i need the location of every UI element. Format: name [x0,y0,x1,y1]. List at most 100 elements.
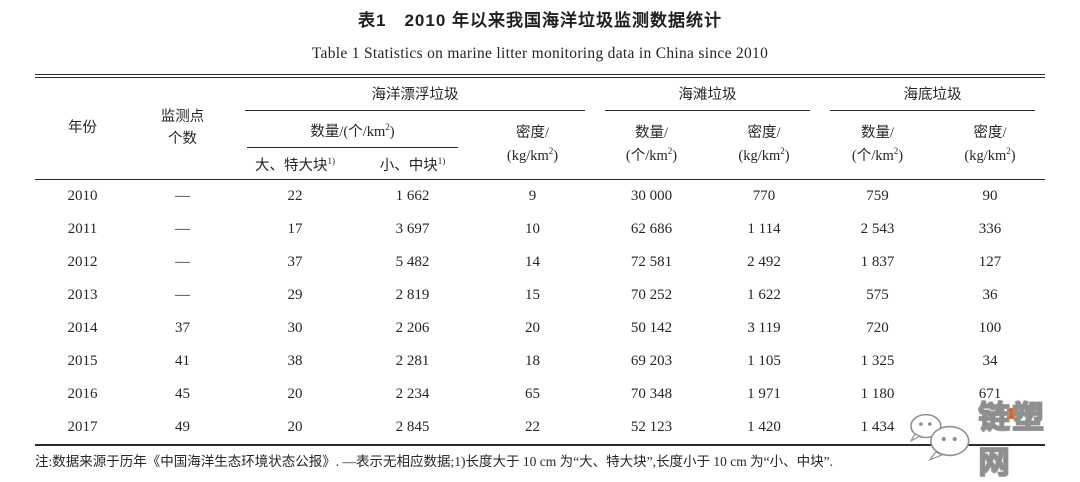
cell-sdensity [935,410,1046,446]
cell-bdensity: 1 105 [747,352,781,369]
col-header-size-small: 小、中块1) [355,151,470,179]
cell-bqty: 70 348 [630,385,673,402]
cell-large: 38 [287,352,303,369]
cell-sqty: 2 543 [860,220,895,237]
cell-year: 2010 [34,178,130,213]
cell-large: 30 [287,319,303,336]
cell-year: 2015 [67,352,98,369]
table-row: 2014 37 30 2 206 20 50 142 3 119 720 100 [35,312,1045,345]
table-note: 注:数据来源于历年《中国海洋生态环境状态公报》. —表示无相应数据;1)长度大于… [35,453,833,469]
cell-points: — [174,253,190,270]
cell-points: 41 [174,352,190,369]
unit-superscript: 2 [780,145,785,156]
unit-text: (个/km [625,147,668,164]
cell-small: 1 662 [354,178,470,213]
cell-bqty: 50 142 [630,319,673,336]
cell-small: 5 482 [395,253,430,270]
group-header-beach: 海滩垃圾 [595,76,820,111]
unit-line2: (kg/km2) [470,145,595,167]
table-row: 2011 — 17 3 697 10 62 686 1 114 2 543 336 [35,213,1045,246]
cell-sqty: 1 434 [820,410,936,446]
group-header-seabed-label: 海底垃圾 [830,78,1036,111]
cell-sdensity: 127 [978,253,1002,270]
col-header-points-line2: 个数 [167,131,197,148]
col-header-beach-quantity: 数量/ (个/km2) [595,111,708,179]
col-header-seabed-quantity: 数量/ (个/km2) [820,111,935,179]
table-row: 2012 — 37 5 482 14 72 581 2 492 1 837 127 [35,246,1045,279]
cell-sqty: 720 [866,319,889,336]
cell-fdensity: 9 [469,178,596,213]
cell-large: 20 [287,385,303,402]
unit-text: ) [389,124,395,140]
unit-line1: 密度/ [973,125,1007,142]
cell-bdensity: 1 114 [747,220,781,237]
cell-sqty: 1 325 [860,352,895,369]
cell-fdensity: 18 [525,352,540,369]
cell-year: 2012 [67,253,98,270]
col-header-beach-density: 密度/ (kg/km2) [708,111,820,179]
cell-sqty: 1 180 [860,385,895,402]
cell-sdensity: 671 [978,385,1002,402]
cell-year: 2017 [34,410,130,446]
unit-superscript: 2 [893,145,899,156]
cell-year: 2011 [67,220,98,237]
unit-text: ) [784,147,790,164]
cell-small: 2 234 [395,385,430,402]
unit-text: ) [1010,147,1016,164]
cell-bqty: 30 000 [595,178,709,213]
cell-sdensity: 100 [978,319,1002,336]
cell-bdensity: 1 971 [747,385,781,402]
table-row: 2013 — 29 2 819 15 70 252 1 622 575 36 [35,279,1045,312]
cell-sqty: 575 [866,286,889,303]
cell-bqty: 69 203 [630,352,673,369]
cell-points: 45 [174,385,190,402]
cell-year: 2013 [67,286,98,303]
unit-line2: (kg/km2) [708,145,820,167]
cell-fdensity: 15 [525,286,540,303]
group-header-floating-label: 海洋漂浮垃圾 [244,78,586,111]
unit-line1: 密度/ [747,125,781,142]
group-header-seabed: 海底垃圾 [820,76,1045,111]
table-header: 年份 监测点 个数 海洋漂浮垃圾 海滩垃圾 海底垃圾 数量/(个/km2) 密度… [35,76,1045,179]
cell-points: 37 [174,319,190,336]
cell-fdensity: 10 [525,220,540,237]
col-header-floating-density: 密度/ (kg/km2) [470,111,595,179]
cell-bdensity: 3 119 [747,319,781,336]
unit-superscript: 2 [385,122,390,133]
table-row: 2015 41 38 2 281 18 69 203 1 105 1 325 34 [35,345,1045,378]
cell-large: 17 [287,220,303,237]
cell-points: — [174,220,190,237]
document-page: { "titles": { "cn": "表1 2010 年以来我国海洋垃圾监测… [34,11,1046,481]
cell-points: 49 [129,410,235,446]
cell-small: 3 697 [395,220,430,237]
table-title-cn: 表1 2010 年以来我国海洋垃圾监测数据统计 [358,11,722,30]
unit-text: (kg/km [964,147,1007,164]
group-header-beach-label: 海滩垃圾 [605,78,811,111]
table-title-en: Table 1 Statistics on marine litter moni… [311,45,769,62]
cell-small: 2 819 [395,286,430,303]
footnote-marker: 1) [327,156,335,167]
unit-text: 数量/(个/km [310,124,386,140]
unit-line2: (个/km2) [595,145,708,167]
unit-superscript: 2 [548,145,554,156]
table-body: 2010—22 1 662 9 30 000 770 759 90 2011—17 3 697 1… [34,178,1046,446]
cell-points: — [129,178,235,213]
cell-large: 29 [287,286,303,303]
cell-bqty: 52 123 [595,410,709,446]
footnote-marker: 1) [437,156,446,167]
cell-small: 2 206 [395,319,430,336]
cell-bdensity: 770 [708,178,821,213]
group-header-floating: 海洋漂浮垃圾 [235,76,595,111]
col-header-points-line1: 监测点 [160,108,205,125]
unit-text: (kg/km [738,147,781,164]
cell-small: 2 845 [354,410,470,446]
table-row: 2016 45 20 2 234 65 70 348 1 971 1 180 671 [35,378,1045,411]
cell-bqty: 72 581 [630,253,673,270]
unit-text: (kg/km [506,147,549,164]
cell-bdensity: 1 622 [747,286,781,303]
unit-text: ) [672,147,678,164]
col-header-points: 监测点 个数 [130,76,235,179]
unit-line2: (kg/km2) [935,145,1045,167]
cell-sqty: 759 [820,178,936,213]
col-header-size-large: 大、特大块1) [235,151,355,179]
